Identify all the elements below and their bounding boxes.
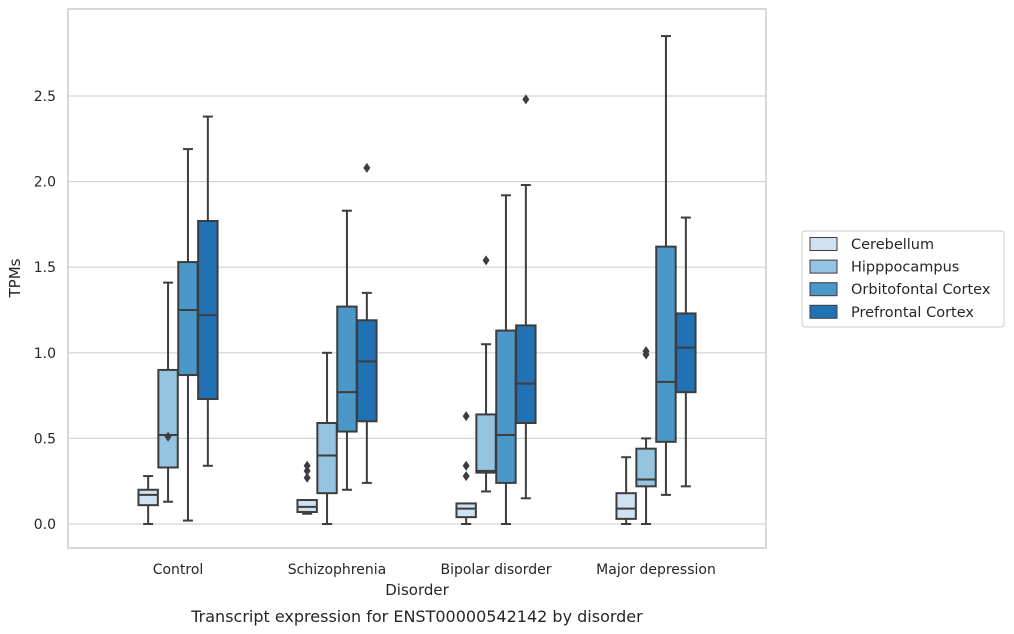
iqr-box: [177, 261, 199, 377]
y-tick-label: 0.0: [34, 517, 56, 533]
box-prefrontal-cortex: [356, 162, 378, 484]
y-tick-label: 1.0: [34, 346, 56, 362]
outlier-point: [462, 471, 470, 482]
iqr-box: [455, 502, 477, 519]
legend-label: Hipppocampus: [851, 260, 959, 276]
legend-swatch: [809, 237, 838, 251]
outlier-point: [303, 472, 311, 483]
chart-caption: Transcript expression for ENST0000054214…: [190, 607, 643, 626]
y-tick-label: 0.5: [34, 431, 56, 447]
plot-area: [67, 8, 767, 549]
iqr-box: [655, 245, 677, 443]
box-prefrontal-cortex: [197, 115, 219, 467]
legend-items: Cerebellum Hipppocampus Orbitofontal Corte…: [809, 237, 991, 321]
iqr-box: [515, 324, 537, 424]
box-prefrontal-cortex: [515, 94, 537, 500]
box-orbitofontal-cortex: [177, 148, 199, 522]
x-tick-label: Bipolar disorder: [440, 562, 551, 578]
legend-frame: [801, 230, 1005, 328]
legend-swatch: [809, 304, 838, 319]
y-axis-ticks: 0.0 0.5 1.0 1.5 2.0 2.5: [34, 89, 56, 533]
outlier-point: [303, 465, 311, 476]
x-axis-ticks: Control Schizophrenia Bipolar disorder Majo…: [153, 562, 716, 578]
legend-swatch: [809, 259, 838, 274]
iqr-box: [675, 312, 697, 394]
iqr-box: [137, 488, 159, 507]
iqr-box: [356, 319, 378, 423]
outlier-point: [522, 94, 530, 105]
box-cerebellum: [615, 456, 637, 525]
box-orbitofontal-cortex: [655, 35, 677, 496]
legend-swatch: [809, 282, 838, 297]
outlier-point: [482, 255, 490, 266]
box-cerebellum: [296, 460, 318, 515]
outlier-point: [303, 460, 311, 471]
outlier-point: [363, 162, 371, 173]
y-axis-title: TPMs: [6, 258, 24, 298]
y-tick-label: 2.5: [34, 89, 56, 105]
box-cerebellum: [455, 411, 477, 525]
box-hipppocampus: [635, 346, 657, 525]
box-prefrontal-cortex: [675, 216, 697, 488]
outlier-point: [642, 346, 650, 357]
iqr-box: [495, 329, 517, 484]
iqr-box: [197, 219, 219, 401]
box-orbitofontal-cortex: [495, 194, 517, 525]
boxes: [137, 35, 697, 525]
iqr-box: [316, 421, 338, 495]
box-hipppocampus: [157, 281, 179, 503]
iqr-box: [615, 492, 637, 520]
legend-label: Orbitofontal Cortex: [851, 282, 991, 298]
box-orbitofontal-cortex: [336, 209, 358, 491]
iqr-box: [635, 447, 657, 488]
outlier-point: [462, 460, 470, 471]
x-axis-title: Disorder: [385, 581, 449, 599]
y-tick-label: 1.5: [34, 260, 56, 276]
iqr-box: [157, 368, 179, 469]
legend-label: Cerebellum: [851, 237, 934, 253]
x-tick-label: Control: [153, 562, 204, 578]
iqr-box: [475, 413, 497, 474]
outlier-point: [462, 411, 470, 422]
y-tick-label: 2.0: [34, 175, 56, 191]
x-tick-label: Schizophrenia: [288, 562, 386, 578]
box-hipppocampus: [475, 255, 497, 493]
x-tick-label: Major depression: [596, 562, 716, 578]
legend-label: Prefrontal Cortex: [851, 305, 974, 321]
legend: Cerebellum Hipppocampus Orbitofontal Corte…: [801, 230, 1005, 328]
iqr-box: [336, 305, 358, 433]
box-cerebellum: [137, 475, 159, 525]
outlier-point: [164, 431, 172, 442]
box-hipppocampus: [316, 351, 338, 525]
